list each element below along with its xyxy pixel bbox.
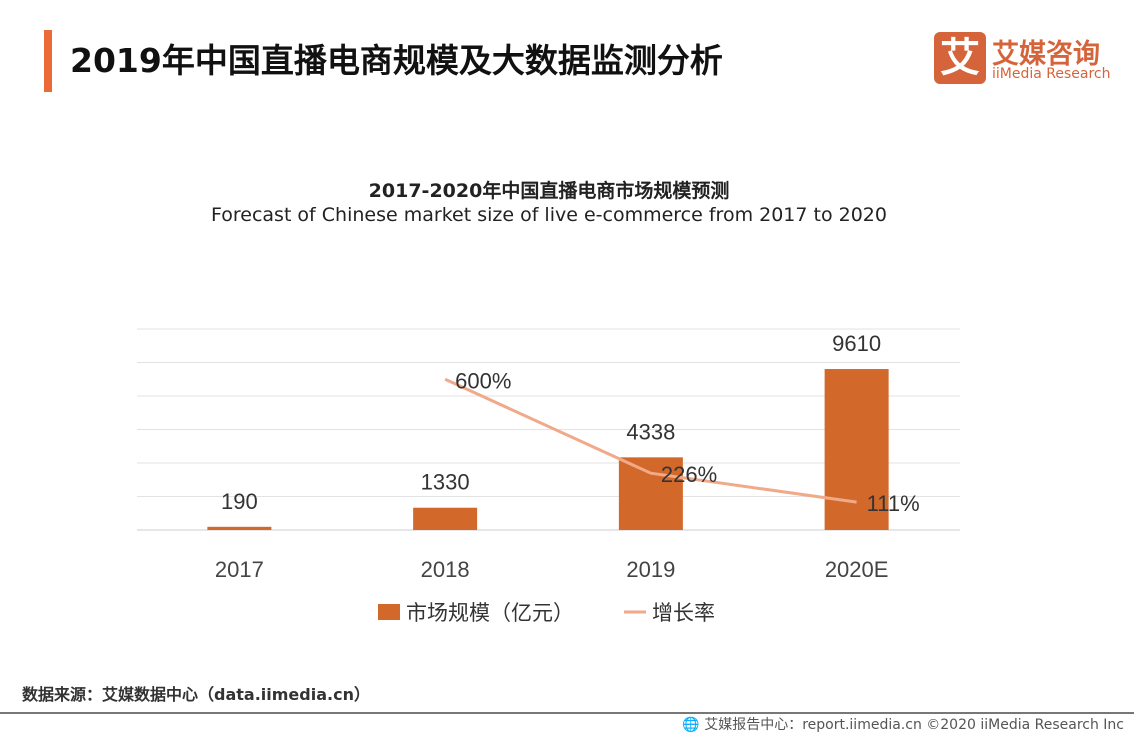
line-data-label: 226%: [661, 462, 717, 487]
bar: [207, 526, 272, 530]
legend-bar-label: 市场规模（亿元）: [406, 601, 574, 625]
bar-data-label: 190: [221, 489, 258, 514]
bar-data-label: 1330: [421, 470, 470, 495]
x-tick-label: 2017: [215, 557, 264, 582]
logo: 艾 艾媒咨询 iiMedia Research: [934, 32, 1114, 86]
title-accent-bar: [44, 30, 52, 92]
x-tick-label: 2019: [626, 557, 675, 582]
bar-data-label: 4338: [626, 419, 675, 444]
legend-bar-swatch: [378, 604, 400, 620]
logo-mark: 艾: [934, 32, 986, 84]
footer-divider: [0, 712, 1134, 714]
chart-subtitle: Forecast of Chinese market size of live …: [211, 204, 887, 226]
globe-icon: 🌐: [682, 717, 700, 733]
bar: [618, 457, 683, 530]
footer-credit-text: 艾媒报告中心：report.iimedia.cn ©2020 iiMedia R…: [704, 717, 1124, 733]
bar-data-label: 9610: [832, 331, 881, 356]
data-source: 数据来源：艾媒数据中心（data.iimedia.cn）: [22, 685, 370, 704]
line-data-label: 600%: [455, 368, 511, 393]
bar: [824, 369, 889, 530]
line-data-label: 111%: [867, 491, 920, 516]
legend-line-label: 增长率: [652, 601, 715, 625]
page-title: 2019年中国直播电商规模及大数据监测分析: [70, 41, 723, 80]
bar: [413, 507, 478, 530]
x-tick-label: 2018: [421, 557, 470, 582]
footer-credit: 🌐 艾媒报告中心：report.iimedia.cn ©2020 iiMedia…: [682, 714, 1124, 734]
growth-line: [444, 377, 857, 504]
x-tick-label: 2020E: [825, 557, 889, 582]
logo-cn: 艾媒咨询: [992, 39, 1100, 70]
chart-title: 2017-2020年中国直播电商市场规模预测: [368, 180, 730, 202]
logo-en: iiMedia Research: [992, 66, 1111, 82]
